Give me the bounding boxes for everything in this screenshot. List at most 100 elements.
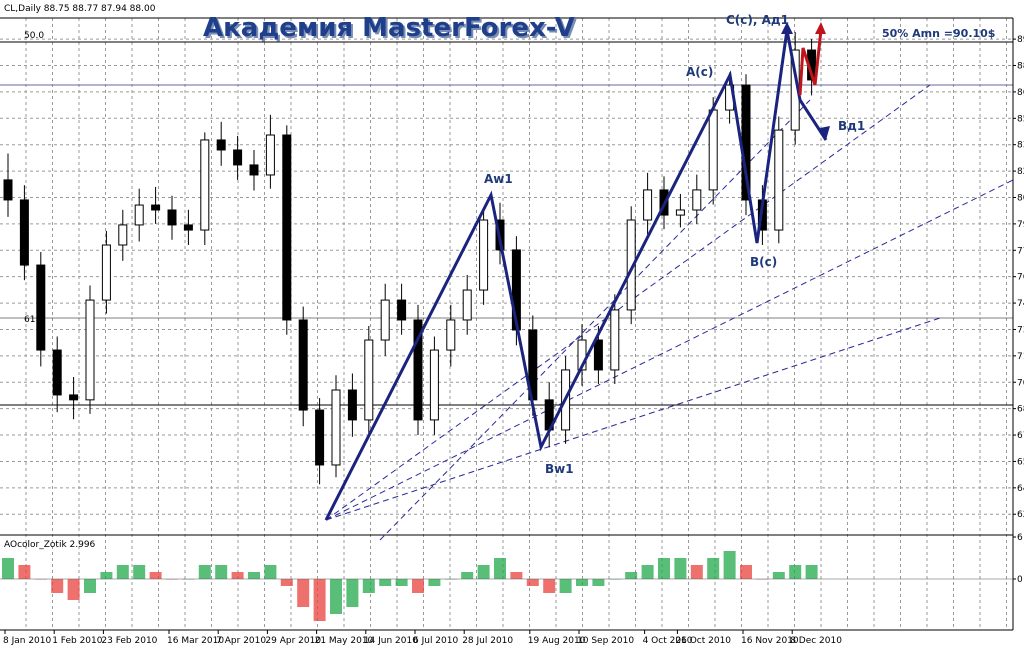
y-tick-label: 83.5 bbox=[1017, 141, 1024, 151]
wave-line bbox=[324, 29, 828, 521]
y-tick-label: 85 bbox=[1017, 114, 1024, 124]
histogram-bar bbox=[412, 579, 424, 593]
fan-line bbox=[325, 179, 1014, 521]
histogram-bar bbox=[51, 579, 64, 593]
candle-body bbox=[347, 389, 357, 421]
histogram-bar bbox=[116, 565, 129, 579]
note: 50% Amn =90.10$ bbox=[882, 27, 995, 40]
histogram-bar bbox=[510, 572, 523, 579]
histogram-bar bbox=[576, 579, 588, 586]
x-tick-label: 26 Oct 2010 bbox=[675, 636, 731, 646]
candle-body bbox=[265, 134, 275, 176]
wave-label: Aw1 bbox=[484, 172, 513, 186]
heading-shadow: Академия MasterForex-V bbox=[205, 15, 577, 45]
candle-body bbox=[101, 244, 111, 301]
histogram-bar bbox=[67, 579, 80, 600]
x-tick-label: 14 Jun 2010 bbox=[364, 636, 418, 646]
x-tick-label: 10 Sep 2010 bbox=[577, 636, 634, 646]
histogram-bar bbox=[707, 558, 720, 579]
y-tick-label: 89.5 bbox=[1017, 35, 1024, 45]
candle-body bbox=[216, 139, 226, 151]
wave-label: A(c) bbox=[686, 65, 713, 79]
candle-body bbox=[610, 309, 620, 371]
x-tick-label: 1 Feb 2010 bbox=[52, 636, 103, 646]
y-tick-label: 6 bbox=[1017, 533, 1023, 543]
x-tick-label: 28 Jul 2010 bbox=[462, 636, 513, 646]
y-tick-label: 71.5 bbox=[1017, 352, 1024, 362]
candle-body bbox=[577, 339, 587, 371]
candle-body bbox=[52, 349, 62, 396]
y-tick-label: 86.5 bbox=[1017, 88, 1024, 98]
x-tick-label: 29 Apr 2010 bbox=[265, 636, 321, 646]
level-label: 61.8 bbox=[24, 315, 44, 325]
candle-body bbox=[380, 299, 390, 341]
y-tick-label: 62.5 bbox=[1017, 510, 1024, 520]
y-tick-label: 74.5 bbox=[1017, 299, 1024, 309]
candle-body bbox=[36, 264, 46, 351]
grid bbox=[0, 18, 1013, 630]
histogram-bar bbox=[313, 579, 326, 621]
candle-body bbox=[85, 299, 95, 401]
x-tick-label: 6 Jul 2010 bbox=[413, 636, 458, 646]
histogram-bar bbox=[297, 579, 310, 607]
histogram-bar bbox=[100, 572, 113, 579]
histogram-bar bbox=[133, 565, 146, 579]
candle-body bbox=[462, 289, 472, 321]
x-tick-label: 23 Feb 2010 bbox=[101, 636, 157, 646]
candle-body bbox=[118, 224, 128, 246]
arrow bbox=[820, 126, 830, 140]
candle-body bbox=[413, 319, 423, 421]
histogram-bar bbox=[690, 565, 703, 579]
wave-label: Bw1 bbox=[545, 462, 574, 476]
chart-header: CL,Daily 88.75 88.77 87.94 88.00 bbox=[4, 4, 156, 14]
heading: Академия MasterForex-V bbox=[203, 13, 575, 43]
histogram-bar bbox=[526, 579, 539, 586]
candle-body bbox=[397, 299, 407, 321]
arrow bbox=[781, 22, 793, 34]
fan-line bbox=[325, 317, 941, 521]
candle-body bbox=[446, 319, 456, 351]
histogram-bar bbox=[198, 565, 211, 579]
histogram-bar bbox=[280, 579, 293, 586]
histogram-bar bbox=[264, 565, 277, 579]
y-tick-label: 70 bbox=[1017, 378, 1024, 388]
y-tick-label: 65.5 bbox=[1017, 457, 1024, 467]
y-tick-label: 67 bbox=[1017, 431, 1024, 441]
candle-body bbox=[429, 349, 439, 421]
candle-body bbox=[675, 209, 685, 216]
candle-body bbox=[315, 409, 325, 466]
y-tick-label: 0 bbox=[1017, 575, 1023, 585]
histogram-bar bbox=[789, 565, 802, 579]
y-tick-label: 77.5 bbox=[1017, 246, 1024, 256]
y-tick-label: 68.5 bbox=[1017, 405, 1024, 415]
histogram-bar bbox=[461, 572, 474, 579]
histogram-bar bbox=[346, 579, 359, 607]
x-tick-label: 7 Apr 2010 bbox=[216, 636, 266, 646]
candle-body bbox=[249, 164, 259, 176]
candle-body bbox=[151, 204, 161, 211]
histogram-bar bbox=[723, 551, 736, 579]
histogram-bar bbox=[772, 572, 785, 579]
histogram-bar bbox=[379, 579, 392, 586]
histogram-bar bbox=[559, 579, 572, 593]
forecast-line bbox=[798, 29, 823, 96]
histogram-bar bbox=[658, 558, 670, 579]
candle-body bbox=[282, 134, 292, 321]
candle-body bbox=[479, 219, 489, 291]
histogram-bar bbox=[641, 565, 654, 579]
candle-body bbox=[692, 189, 702, 211]
candle-body bbox=[708, 109, 718, 191]
y-tick-label: 88 bbox=[1017, 62, 1024, 72]
fan-line bbox=[379, 99, 811, 541]
histogram-bar bbox=[395, 579, 408, 586]
candle-body bbox=[298, 319, 308, 411]
histogram-bar bbox=[362, 579, 375, 593]
wave-label: C(c), Ад1 bbox=[726, 13, 789, 27]
histogram-bar bbox=[625, 572, 638, 579]
candle-body bbox=[331, 389, 341, 466]
histogram-bar bbox=[18, 565, 31, 579]
x-tick-label: 16 Nov 2010 bbox=[741, 636, 799, 646]
y-tick-label: 82 bbox=[1017, 167, 1024, 177]
histogram-bar bbox=[543, 579, 556, 593]
candle-body bbox=[364, 339, 374, 421]
